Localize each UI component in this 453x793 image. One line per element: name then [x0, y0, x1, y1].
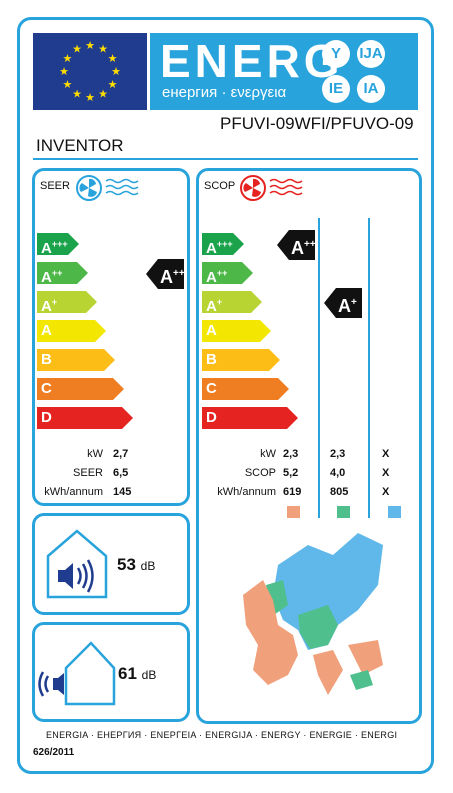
eu-star-icon: ★: [63, 79, 73, 91]
eu-star-icon: ★: [98, 43, 108, 55]
scop-class-average: A+: [338, 296, 357, 316]
seer-scale-bar: B: [37, 349, 115, 371]
eu-star-icon: ★: [72, 43, 82, 55]
scop-kwh-warm: 619: [283, 486, 302, 498]
climate-swatch-warm: [287, 506, 300, 518]
eu-star-icon: ★: [85, 40, 95, 52]
europe-climate-map: [243, 533, 383, 695]
seer-panel: [32, 168, 190, 506]
scop-scop-average: 4,0: [330, 467, 346, 479]
column-divider: [368, 218, 370, 518]
fan-heat-icon: [240, 175, 303, 201]
indoor-noise-panel: [32, 513, 190, 615]
supplier-name: INVENTOR: [36, 136, 124, 155]
lang-badge: IE: [322, 75, 350, 103]
seer-kwh-value: 145: [113, 486, 132, 498]
scop-scale-bar: A++: [202, 262, 253, 284]
eu-star-icon: ★: [72, 89, 82, 101]
seer-class: A++: [160, 267, 185, 287]
scop-scop-label: SCOP: [244, 467, 276, 479]
regulation-number: 626/2011: [33, 747, 75, 758]
footer-languages: ENERGIA · ЕНЕРГИЯ · ΕΝΕΡΓΕΙΑ · ENERGIJA …: [46, 730, 398, 740]
scop-scop-cold: X: [382, 467, 390, 479]
seer-scale-bar: A+++: [37, 233, 79, 255]
scop-scale-bar: A: [202, 320, 271, 342]
scop-title: SCOP: [204, 180, 236, 192]
scop-kw-label: kW: [260, 448, 276, 460]
seer-scale-bar: A++: [37, 262, 88, 284]
scop-kwh-average: 805: [330, 486, 349, 498]
scop-scale-bar: A+++: [202, 233, 244, 255]
seer-kw-value: 2,7: [113, 448, 129, 460]
scop-kwh-cold: X: [382, 486, 390, 498]
seer-seer-label: SEER: [73, 467, 103, 479]
outdoor-unit-house-icon: [38, 641, 116, 706]
indoor-noise-unit: dB: [140, 559, 156, 573]
outdoor-noise-value: 61: [118, 664, 137, 683]
seer-scale-bar: D: [37, 407, 133, 429]
scop-scop-warm: 5,2: [283, 467, 299, 479]
scop-class-warm: A+++: [291, 238, 322, 258]
scop-kw-cold: X: [382, 448, 390, 460]
column-divider: [318, 218, 320, 518]
scop-scale-bar: C: [202, 378, 289, 400]
energy-subtitle: енергия · ενεργεια: [162, 84, 287, 101]
scop-kw-warm: 2,3: [283, 448, 299, 460]
seer-scale-bar: A+: [37, 291, 97, 313]
eu-star-icon: ★: [98, 89, 108, 101]
seer-scale-bar: C: [37, 378, 124, 400]
eu-star-icon: ★: [108, 79, 118, 91]
scop-scale-bar: B: [202, 349, 280, 371]
indoor-noise-level: 53 dB: [117, 555, 155, 575]
divider: [33, 158, 418, 160]
outdoor-noise-level: 61 dB: [118, 664, 156, 684]
scop-kw-average: 2,3: [330, 448, 346, 460]
seer-kw-label: kW: [87, 448, 103, 460]
lang-badge: IA: [357, 75, 385, 103]
model-identifier: PFUVI-09WFI/PFUVO-09: [220, 114, 414, 133]
outdoor-noise-unit: dB: [141, 668, 157, 682]
fan-cool-icon: [76, 175, 139, 201]
eu-star-icon: ★: [63, 53, 73, 65]
seer-seer-value: 6,5: [113, 467, 129, 479]
scop-kwh-label: kWh/annum: [217, 486, 276, 498]
energy-banner: ENERG енергия · ενεργεια Y IJA IE IA: [150, 33, 418, 110]
indoor-unit-house-icon: [46, 529, 108, 599]
eu-flag: ★ ★ ★ ★ ★ ★ ★ ★ ★ ★ ★ ★: [33, 33, 147, 110]
eu-star-icon: ★: [111, 66, 121, 78]
eu-star-icon: ★: [85, 92, 95, 104]
outdoor-noise-panel: [32, 622, 190, 722]
seer-kwh-label: kWh/annum: [44, 486, 103, 498]
seer-title: SEER: [40, 180, 70, 192]
eu-star-icon: ★: [108, 53, 118, 65]
climate-swatch-average: [337, 506, 350, 518]
seer-scale-bar: A: [37, 320, 106, 342]
scop-panel: [196, 168, 422, 724]
eu-star-icon: ★: [59, 66, 69, 78]
energy-title: ENERG: [160, 35, 344, 87]
label-frame: [17, 17, 434, 774]
scop-scale-bar: A+: [202, 291, 262, 313]
lang-badge: IJA: [357, 40, 385, 68]
scop-scale-bar: D: [202, 407, 298, 429]
climate-swatch-cold: [388, 506, 401, 518]
lang-badge: Y: [322, 40, 350, 68]
indoor-noise-value: 53: [117, 555, 136, 574]
